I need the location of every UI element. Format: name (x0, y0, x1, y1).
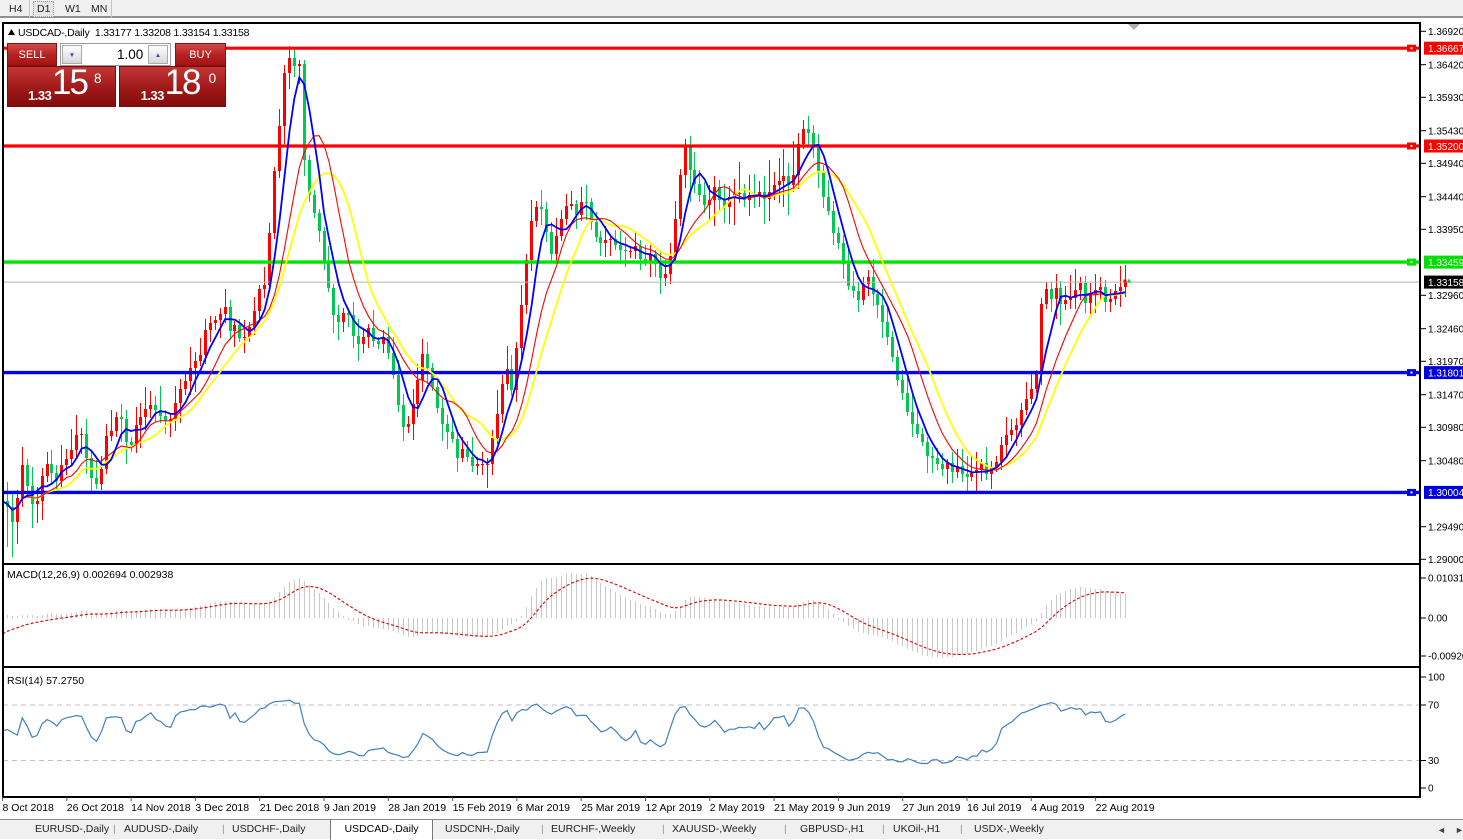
svg-text:1.33459: 1.33459 (1428, 258, 1463, 269)
svg-text:1.34940: 1.34940 (1428, 159, 1463, 170)
svg-text:1.31470: 1.31470 (1428, 391, 1463, 402)
svg-text:0: 0 (1428, 784, 1434, 795)
svg-text:14 Nov 2018: 14 Nov 2018 (131, 802, 191, 814)
svg-text:1.35200: 1.35200 (1428, 142, 1463, 153)
svg-text:1.30004: 1.30004 (1428, 488, 1463, 499)
svg-text:0.00: 0.00 (1428, 614, 1448, 625)
svg-text:1.36420: 1.36420 (1428, 61, 1463, 72)
svg-text:1.32960: 1.32960 (1428, 291, 1463, 302)
svg-text:1.29490: 1.29490 (1428, 523, 1463, 534)
svg-text:28 Jan 2019: 28 Jan 2019 (388, 802, 446, 814)
svg-text:9 Jan 2019: 9 Jan 2019 (324, 802, 376, 814)
svg-text:1.31801: 1.31801 (1428, 368, 1463, 379)
svg-text:USDCAD-,Daily 1.33177 1.33208: USDCAD-,Daily 1.33177 1.33208 1.33154 1.… (18, 27, 250, 39)
svg-text:21 Dec 2018: 21 Dec 2018 (260, 802, 320, 814)
svg-text:15 Feb 2019: 15 Feb 2019 (453, 802, 512, 814)
svg-text:26 Oct 2018: 26 Oct 2018 (67, 802, 124, 814)
svg-text:9 Jun 2019: 9 Jun 2019 (838, 802, 890, 814)
svg-text:21 May 2019: 21 May 2019 (774, 802, 835, 814)
svg-text:-0.009203: -0.009203 (1428, 652, 1463, 663)
svg-text:4 Aug 2019: 4 Aug 2019 (1031, 802, 1084, 814)
svg-text:1.33158: 1.33158 (1428, 278, 1463, 289)
svg-text:100: 100 (1428, 673, 1445, 684)
svg-text:RSI(14) 57.2750: RSI(14) 57.2750 (7, 675, 84, 687)
svg-text:1.30480: 1.30480 (1428, 457, 1463, 468)
svg-text:MACD(12,26,9) 0.002694 0.00293: MACD(12,26,9) 0.002694 0.002938 (7, 569, 174, 581)
svg-text:1.36667: 1.36667 (1428, 44, 1463, 55)
svg-text:6 Mar 2019: 6 Mar 2019 (517, 802, 570, 814)
svg-text:1.29000: 1.29000 (1428, 555, 1463, 566)
svg-text:30: 30 (1428, 756, 1440, 767)
svg-text:0.010311: 0.010311 (1428, 574, 1463, 585)
svg-text:16 Jul 2019: 16 Jul 2019 (967, 802, 1021, 814)
svg-text:1.30980: 1.30980 (1428, 423, 1463, 434)
svg-text:27 Jun 2019: 27 Jun 2019 (903, 802, 961, 814)
svg-text:1.34440: 1.34440 (1428, 193, 1463, 204)
svg-text:25 Mar 2019: 25 Mar 2019 (581, 802, 640, 814)
svg-text:1.32460: 1.32460 (1428, 325, 1463, 336)
svg-text:1.33950: 1.33950 (1428, 225, 1463, 236)
svg-text:70: 70 (1428, 701, 1440, 712)
svg-text:22 Aug 2019: 22 Aug 2019 (1096, 802, 1155, 814)
svg-text:3 Dec 2018: 3 Dec 2018 (195, 802, 249, 814)
svg-text:1.31970: 1.31970 (1428, 357, 1463, 368)
svg-text:12 Apr 2019: 12 Apr 2019 (646, 802, 703, 814)
svg-text:8 Oct 2018: 8 Oct 2018 (3, 802, 55, 814)
svg-text:1.35930: 1.35930 (1428, 93, 1463, 104)
svg-text:2 May 2019: 2 May 2019 (710, 802, 765, 814)
svg-text:1.36920: 1.36920 (1428, 27, 1463, 38)
svg-text:1.35430: 1.35430 (1428, 127, 1463, 138)
